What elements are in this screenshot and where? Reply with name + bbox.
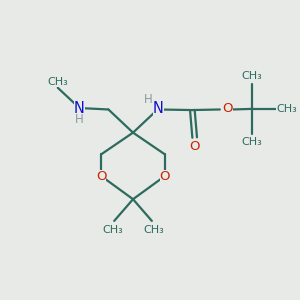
Text: N: N (153, 101, 164, 116)
Text: O: O (96, 169, 106, 182)
Text: H: H (144, 93, 153, 106)
Text: H: H (75, 112, 84, 125)
Text: O: O (160, 169, 170, 182)
Text: CH₃: CH₃ (276, 104, 297, 114)
Text: CH₃: CH₃ (102, 225, 123, 235)
Text: CH₃: CH₃ (241, 70, 262, 81)
Text: CH₃: CH₃ (47, 77, 68, 87)
Text: N: N (74, 100, 85, 116)
Text: CH₃: CH₃ (143, 225, 164, 235)
Text: O: O (189, 140, 200, 153)
Text: CH₃: CH₃ (241, 137, 262, 147)
Text: O: O (223, 102, 233, 115)
